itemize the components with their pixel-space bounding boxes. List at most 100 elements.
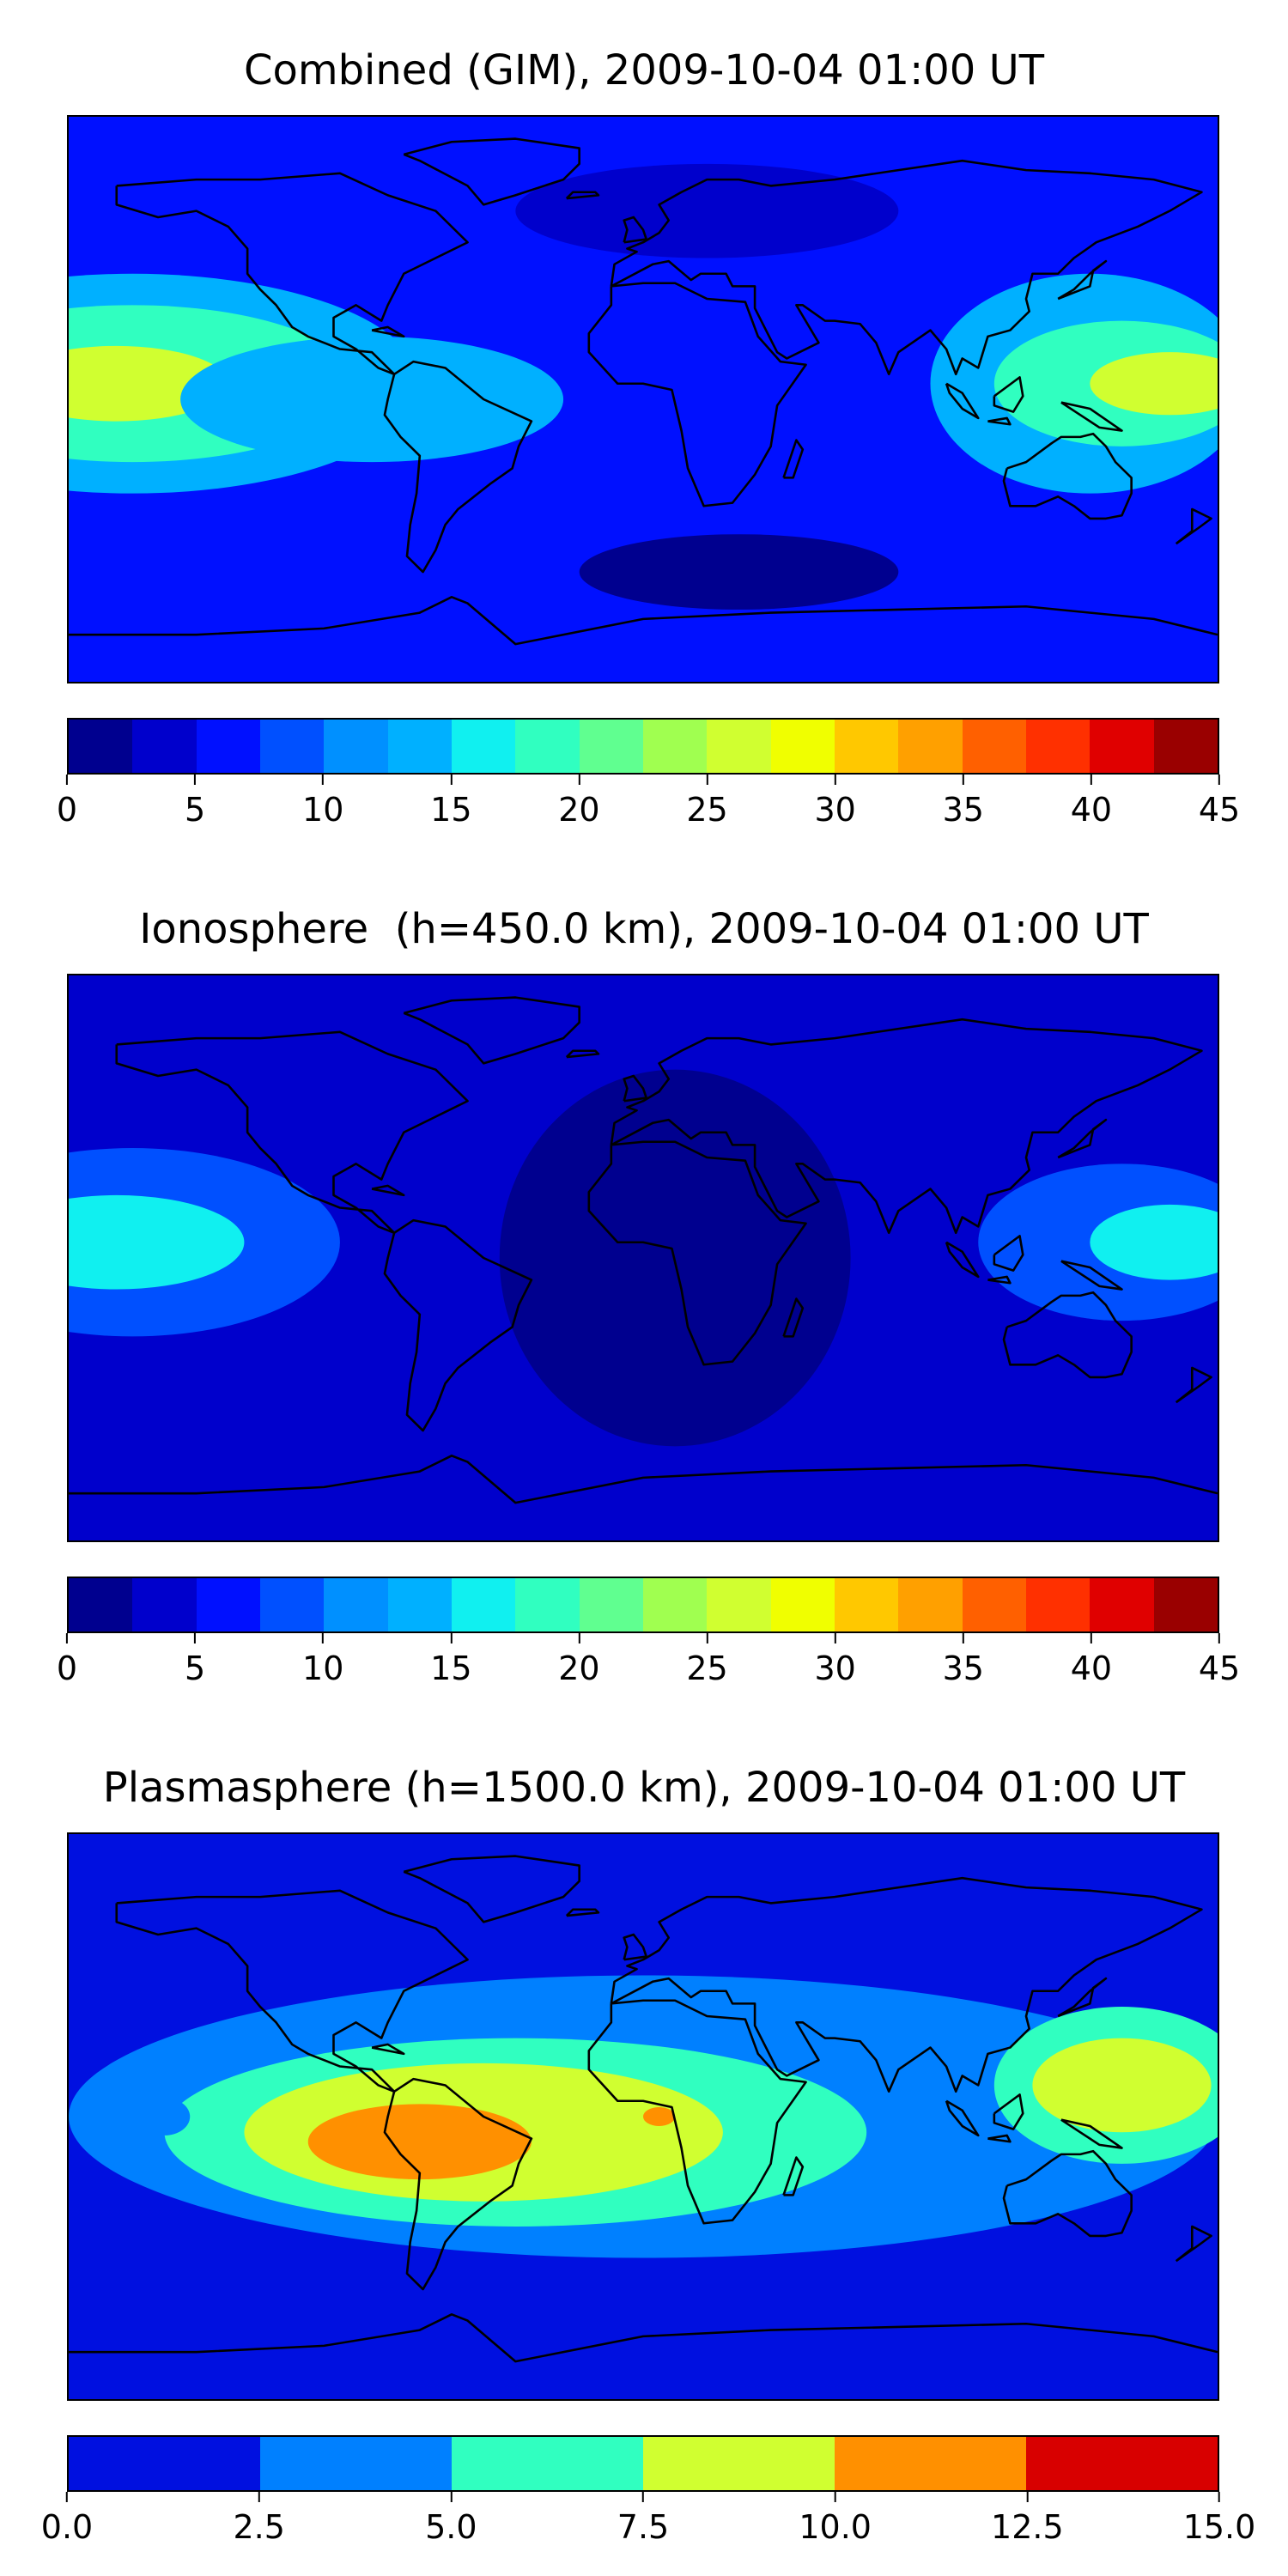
colorbar-segment <box>1025 720 1091 773</box>
colorbar-tick: 7.5 <box>617 2492 669 2543</box>
colorbar-segment <box>196 720 260 773</box>
tick-mark <box>834 1633 836 1643</box>
coastline <box>1002 432 1133 520</box>
coastline <box>587 282 807 507</box>
coastline <box>623 216 648 244</box>
ionosphere-heatmap <box>69 975 1218 1540</box>
combined-gim-panel: Combined (GIM), 2009-10-04 01:00 UT 0 5 10… <box>0 0 1288 859</box>
tick-label: 12.5 <box>991 2508 1064 2546</box>
contour-region <box>643 2107 676 2126</box>
tick-label: 20 <box>558 1649 600 1687</box>
colorbar-segment <box>834 720 899 773</box>
coastline <box>782 1297 805 1338</box>
tick-mark <box>450 775 453 785</box>
colorbar-segment <box>962 720 1026 773</box>
plasmasphere-heatmap <box>69 1834 1218 2399</box>
colorbar-segment <box>132 1578 197 1631</box>
coastline <box>383 2077 533 2291</box>
colorbar-tick: 25 <box>686 1633 728 1685</box>
ionosphere-map <box>67 974 1219 1542</box>
tick-label: 15.0 <box>1182 2508 1256 2546</box>
coastline <box>565 1908 600 1917</box>
coastline <box>993 1235 1024 1272</box>
colorbar-segment <box>707 1578 771 1631</box>
coastline <box>371 2043 405 2056</box>
coastline <box>993 2093 1024 2130</box>
colorbar-segment <box>515 1578 580 1631</box>
coastline <box>371 1184 405 1197</box>
colorbar-tick: 0 <box>57 775 77 826</box>
coastline <box>610 1876 1203 2093</box>
colorbar-tick: 10 <box>302 1633 343 1685</box>
tick-mark <box>1218 2492 1220 2502</box>
contour-region <box>138 2098 191 2136</box>
tick-mark <box>66 2492 68 2502</box>
tick-mark <box>1026 2492 1029 2502</box>
colorbar-segment <box>1025 1578 1091 1631</box>
tick-mark <box>1218 1633 1220 1643</box>
colorbar-tick: 20 <box>558 1633 600 1687</box>
colorbar-ticks: 0.0 2.5 5.0 7.5 10.0 12.5 15.0 <box>41 2492 1255 2546</box>
colorbar-segment <box>259 1578 325 1631</box>
colorbar-tick: 10.0 <box>799 2492 872 2543</box>
colorbar-tick: 10 <box>302 775 343 826</box>
coastline <box>403 996 580 1065</box>
colorbar-tick: 45 <box>1199 775 1240 826</box>
colorbar-tick: 20 <box>558 775 600 826</box>
coastline <box>565 1049 600 1059</box>
coastline <box>115 172 469 376</box>
colorbar-tick: 30 <box>814 775 856 826</box>
colorbar-segment <box>770 720 835 773</box>
colorbar-segment <box>579 1578 643 1631</box>
colorbar-tick: 40 <box>1071 1633 1112 1685</box>
combined-map <box>67 115 1219 683</box>
colorbar-segment <box>707 720 771 773</box>
colorbar-segment <box>69 1578 133 1631</box>
coastline <box>945 1241 980 1279</box>
tick-label: 15 <box>430 1649 472 1687</box>
coastline <box>403 1855 580 1923</box>
contour-region <box>180 336 564 463</box>
coastline <box>115 1889 469 2093</box>
contour-region <box>579 534 899 610</box>
coastline <box>587 1999 807 2225</box>
contour-region <box>307 2104 532 2180</box>
tick-label: 5 <box>185 791 206 829</box>
colorbar-tick: 5 <box>185 1633 205 1685</box>
colorbar-tick: 12.5 <box>991 2492 1064 2543</box>
coastline <box>623 1074 648 1103</box>
contour-region <box>515 163 899 258</box>
tick-mark <box>450 2492 453 2502</box>
colorbar-segment <box>579 720 643 773</box>
colorbar-tick: 35 <box>943 1633 984 1685</box>
colorbar-segment <box>387 1578 452 1631</box>
tick-label: 10.0 <box>799 2508 872 2546</box>
colorbar-segment <box>1026 2437 1218 2490</box>
colorbar-segment <box>898 720 963 773</box>
colorbar-tick: 0.0 <box>41 2492 93 2543</box>
colorbar-segment <box>324 1578 388 1631</box>
chart-title: Plasmasphere (h=1500.0 km), 2009-10-04 0… <box>102 1764 1186 1812</box>
colorbar <box>67 2435 1219 2492</box>
coastline <box>565 191 600 200</box>
coastline <box>1057 1118 1108 1159</box>
tick-label: 35 <box>942 791 984 829</box>
colorbar-segment <box>1090 1578 1154 1631</box>
tick-label: 45 <box>1198 1649 1241 1687</box>
colorbar-tick: 0 <box>57 1633 77 1685</box>
coastline <box>945 382 980 420</box>
colorbar-tick: 2.5 <box>233 2492 285 2546</box>
tick-label: 25 <box>686 791 728 829</box>
colorbar-segment <box>898 1578 963 1631</box>
coastline <box>69 1455 1218 1504</box>
coastline <box>987 416 1012 426</box>
colorbar-segment <box>387 720 452 773</box>
colorbar <box>67 718 1219 775</box>
tick-mark <box>66 775 68 785</box>
colorbar-segment <box>962 1578 1026 1631</box>
tick-label: 2.5 <box>233 2508 285 2546</box>
coastline <box>69 2313 1218 2363</box>
colorbar-ticks: 0 5 10 15 20 25 30 35 40 45 <box>57 775 1240 829</box>
coastline <box>610 1018 1203 1235</box>
coastline <box>987 2134 1012 2143</box>
